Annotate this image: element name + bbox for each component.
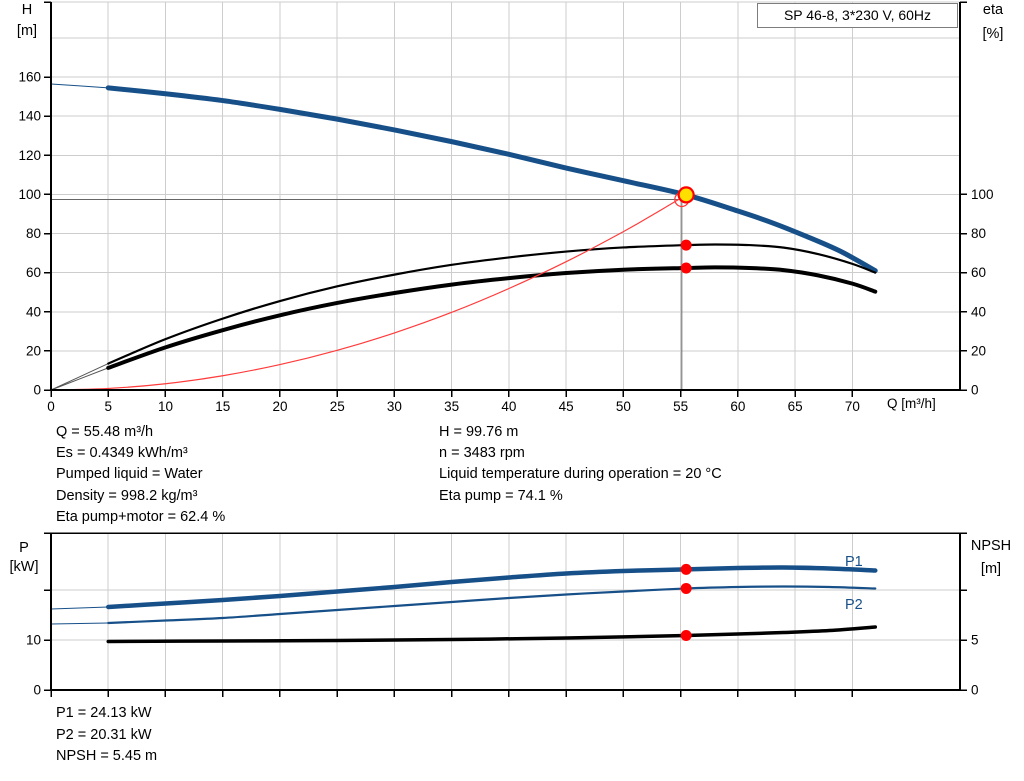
system-curve [50, 194, 687, 391]
svg-text:40: 40 [501, 399, 516, 414]
power-axis-unit-symbol: P [19, 540, 29, 556]
duty-annotations-bottom: P1 = 24.13 kW P2 = 20.31 kW NPSH = 5.45 … [56, 703, 157, 768]
svg-text:100: 100 [971, 187, 994, 202]
npsh-axis-unit: [m] [980, 561, 1002, 577]
eta-pump-curve [107, 243, 877, 365]
head-axis-unit: [m] [16, 23, 38, 39]
annotation-line: Q = 55.48 m³/h [56, 424, 154, 440]
svg-text:35: 35 [444, 399, 459, 414]
annotation-line: n = 3483 rpm [439, 445, 525, 462]
power-npsh-chart: 0 10 0 5 [26, 532, 979, 698]
power-axis-unit: [kW] [9, 559, 39, 575]
npsh-duty-dot [680, 630, 692, 641]
annotation-line: P1 = 24.13 kW [56, 705, 152, 721]
p2-duty-dot [680, 582, 692, 594]
annotation-line: H = 99.76 m [439, 424, 519, 440]
p1-curve-label: P1 [845, 554, 863, 570]
annotation-line: NPSH = 5.45 m [56, 748, 158, 765]
p2-curve [107, 585, 877, 625]
svg-text:140: 140 [18, 109, 41, 124]
annotation-line: Pumped liquid = Water [56, 466, 203, 483]
svg-text:120: 120 [18, 148, 41, 163]
svg-text:0: 0 [33, 383, 41, 398]
svg-text:30: 30 [387, 399, 402, 414]
p2-curve-min-flow [50, 622, 109, 625]
svg-text:10: 10 [158, 399, 173, 414]
eta-pump-duty-dot [680, 239, 692, 251]
svg-text:0: 0 [33, 683, 41, 698]
svg-text:15: 15 [215, 399, 230, 414]
svg-text:80: 80 [971, 226, 986, 241]
svg-text:45: 45 [559, 399, 574, 414]
svg-text:10: 10 [26, 633, 41, 648]
svg-text:5: 5 [971, 633, 979, 648]
svg-text:65: 65 [788, 399, 803, 414]
duty-annotations-right: H = 99.76 m n = 3483 rpm Liquid temperat… [439, 422, 722, 507]
head-axis-unit-symbol: H [21, 2, 33, 18]
svg-text:100: 100 [18, 187, 41, 202]
svg-text:5: 5 [104, 399, 112, 414]
svg-text:20: 20 [971, 343, 986, 358]
annotation-line: Liquid temperature during operation = 20… [439, 466, 722, 483]
annotation-line: Density = 998.2 kg/m³ [56, 487, 198, 504]
head-curve [105, 85, 878, 274]
eta-axis-unit: [%] [982, 26, 1004, 42]
svg-text:0: 0 [47, 399, 55, 414]
annotation-line: P2 = 20.31 kW [56, 726, 152, 743]
p1-curve [105, 565, 878, 610]
svg-text:70: 70 [845, 399, 860, 414]
svg-text:50: 50 [616, 399, 631, 414]
npsh-curve [106, 625, 878, 644]
p1-curve-min-flow [50, 606, 109, 610]
svg-text:160: 160 [18, 70, 41, 85]
flow-axis-unit: Q [m³/h] [887, 396, 936, 411]
npsh-axis-unit-symbol: NPSH [970, 538, 1012, 554]
eta-pump-motor-curve [106, 265, 878, 370]
svg-text:60: 60 [971, 265, 986, 280]
annotation-line: Eta pump = 74.1 % [439, 487, 563, 504]
svg-text:55: 55 [673, 399, 688, 414]
head-curve-min-flow [50, 83, 109, 89]
svg-text:80: 80 [26, 226, 41, 241]
svg-text:0: 0 [971, 383, 979, 398]
eta-pump-motor-curve-min-flow [50, 367, 109, 391]
duty-point [677, 186, 695, 204]
svg-text:60: 60 [730, 399, 745, 414]
p1-duty-dot [680, 563, 692, 575]
svg-text:60: 60 [26, 265, 41, 280]
annotation-line: Es = 0.4349 kWh/m³ [56, 445, 188, 462]
svg-text:25: 25 [330, 399, 345, 414]
eta-axis-unit-symbol: eta [982, 2, 1004, 18]
svg-text:20: 20 [272, 399, 287, 414]
eta-pump-curve-min-flow [50, 363, 109, 391]
duty-annotations-left: Q = 55.48 m³/h Es = 0.4349 kWh/m³ Pumped… [56, 422, 225, 528]
svg-text:0: 0 [971, 683, 979, 698]
svg-text:40: 40 [26, 304, 41, 319]
svg-text:20: 20 [26, 343, 41, 358]
pump-title-box: SP 46-8, 3*230 V, 60Hz [757, 3, 958, 28]
eta-pump-motor-duty-dot [680, 262, 692, 274]
p2-curve-label: P2 [845, 597, 863, 613]
head-efficiency-chart: 0 20 40 60 80 100 120 140 160 0 20 40 60 80 100 0 5 10 15 2… [18, 1, 994, 414]
svg-text:40: 40 [971, 304, 986, 319]
annotation-line: Eta pump+motor = 62.4 % [56, 508, 226, 525]
